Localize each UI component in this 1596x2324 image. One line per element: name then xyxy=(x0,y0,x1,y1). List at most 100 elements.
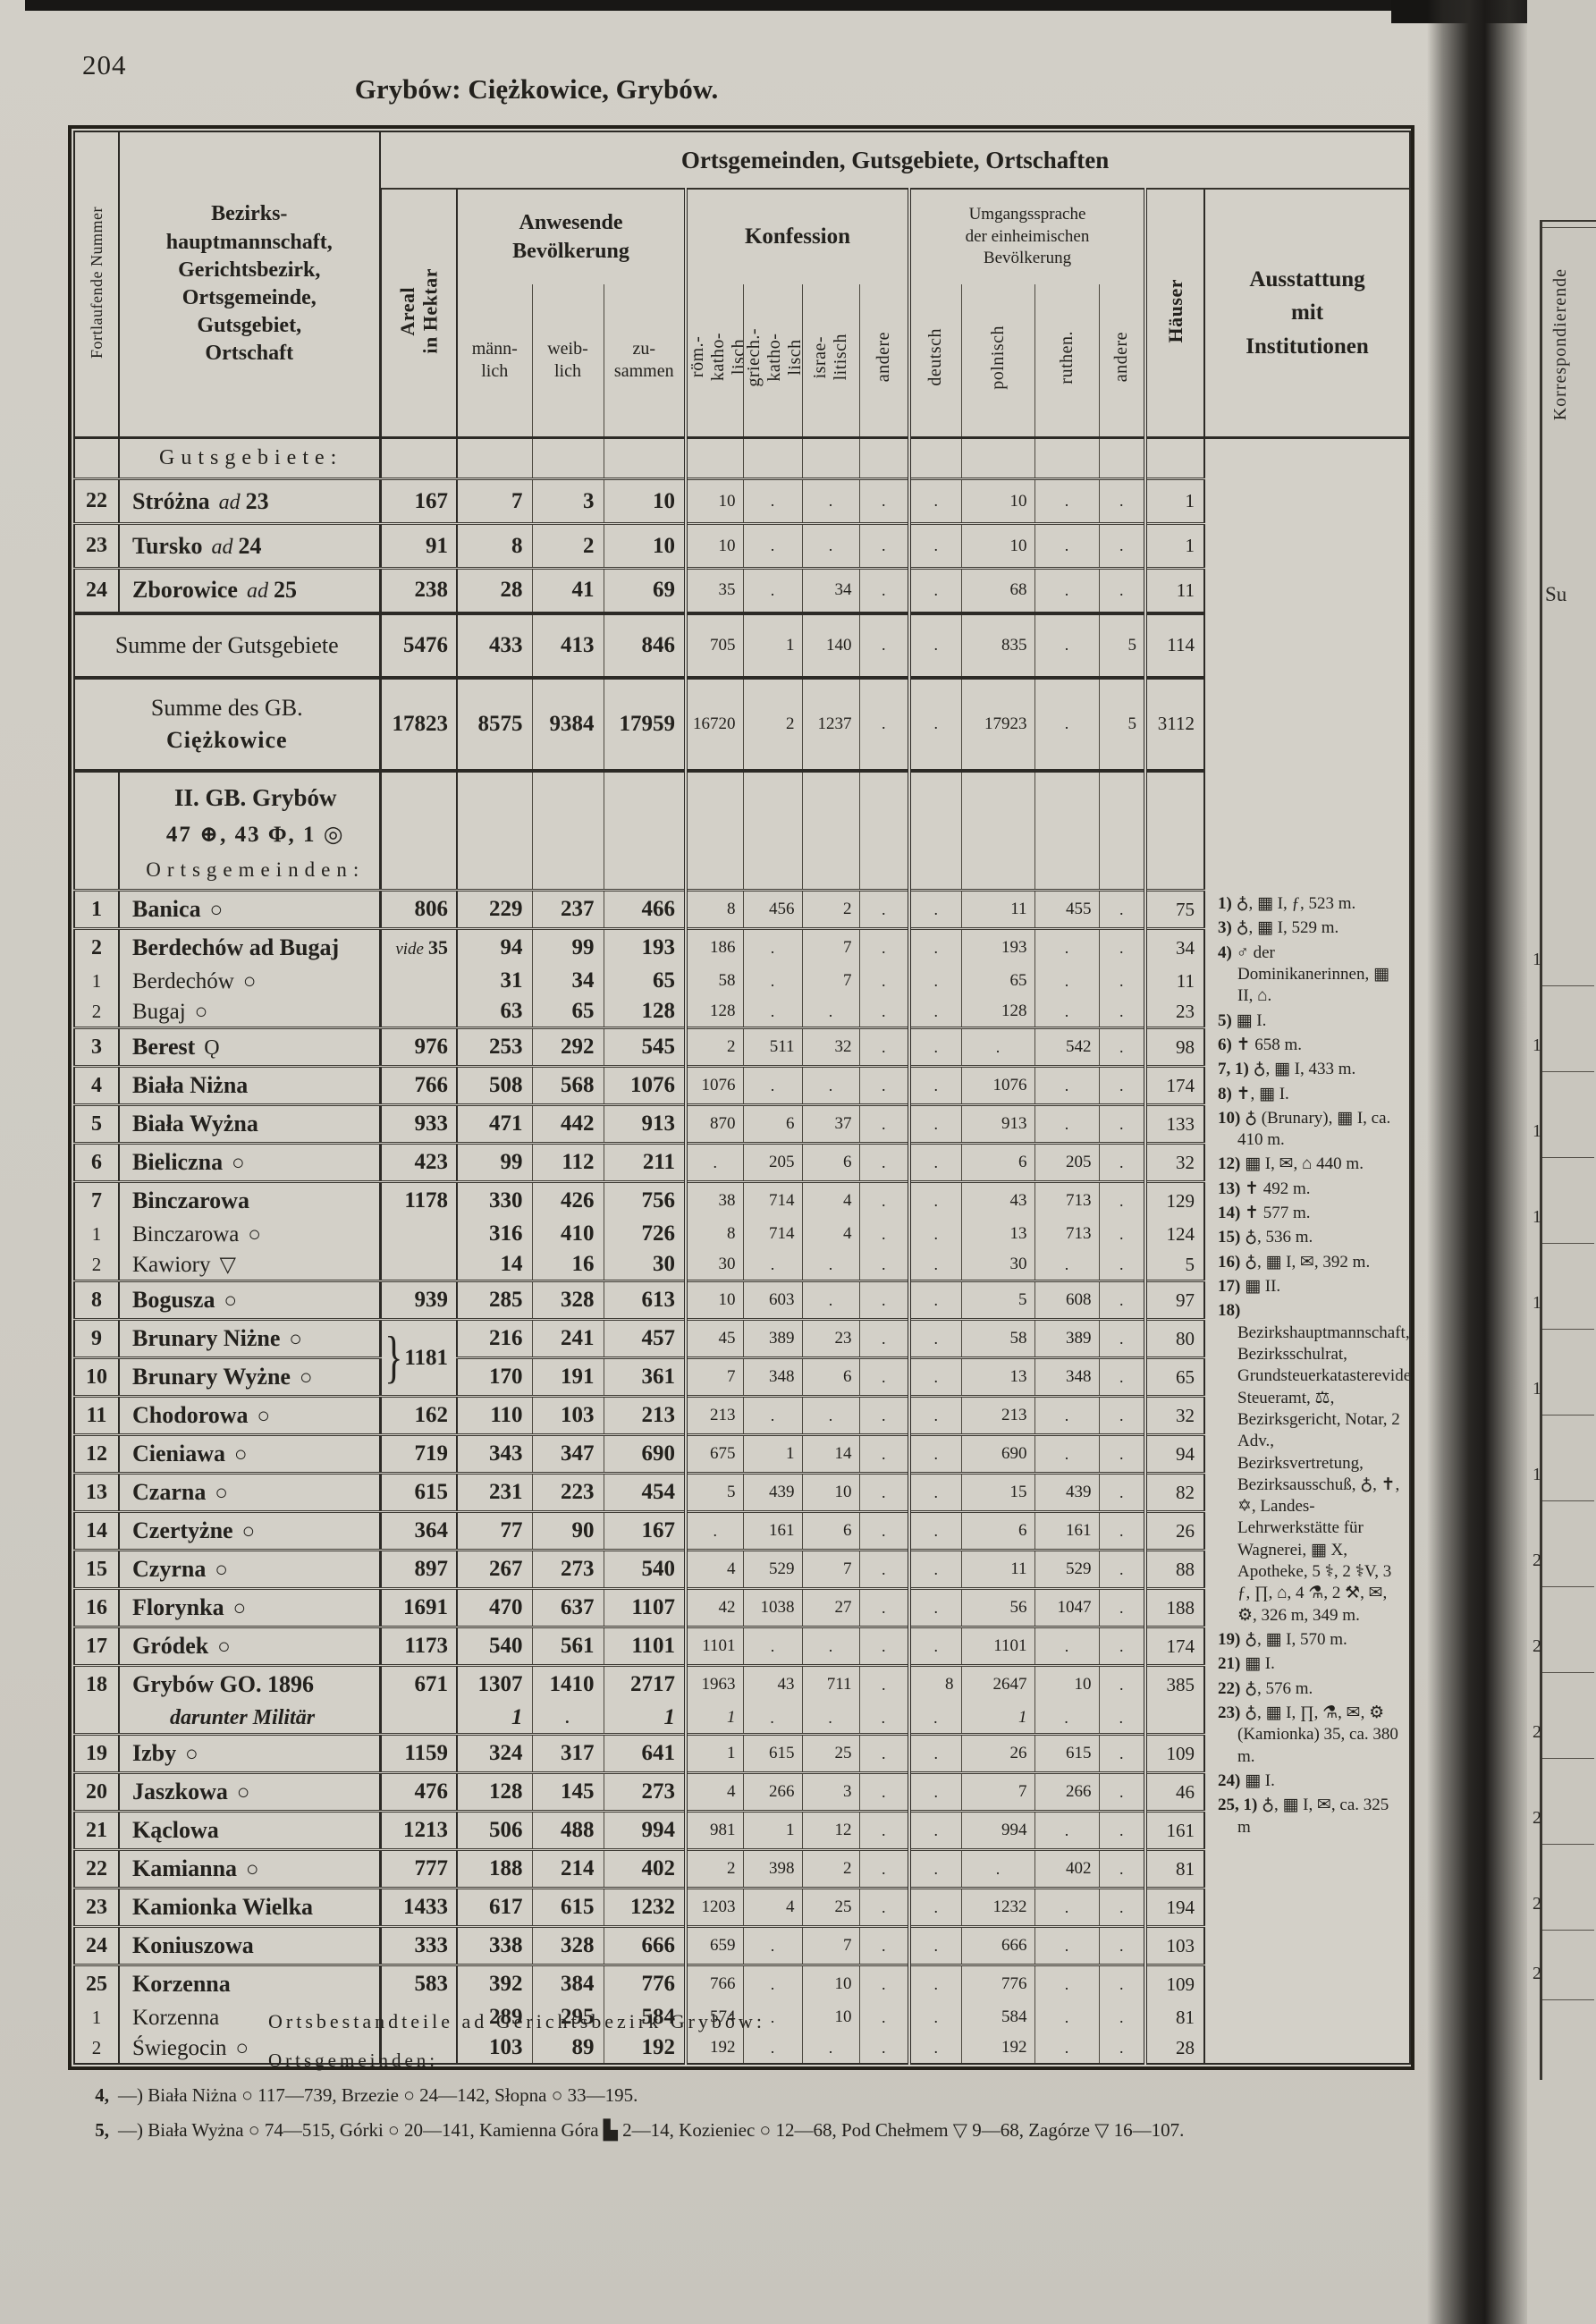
cell-value: 711 xyxy=(801,1664,859,1703)
cell-areal: 17823 xyxy=(378,675,457,771)
cell-value: 776 xyxy=(603,1964,686,2002)
cell-number: 17 xyxy=(74,1626,119,1666)
cell-value: 231 xyxy=(456,1472,532,1512)
cell-value: 11 xyxy=(960,889,1034,929)
table-row: 24 Zborowice ad 25 238 28 41 69 35. 34.. 68.. 11 xyxy=(74,567,1410,613)
footnote: 4) ♂ der Dominikanerinnen, ▦ II, ⌂. xyxy=(1218,942,1389,1006)
place-name: Cieniawa xyxy=(132,1441,225,1466)
empty-cell xyxy=(1144,768,1204,891)
cell-value: 568 xyxy=(531,1065,604,1105)
footnote: 6) ✝ 658 m. xyxy=(1218,1035,1303,1054)
cell-houses: 94 xyxy=(1144,1433,1204,1474)
cell-value: 26 xyxy=(960,1733,1034,1773)
cell-value: 99 xyxy=(531,927,604,966)
cell-value: . xyxy=(1098,1587,1145,1627)
cell-value: 3 xyxy=(801,1771,859,1812)
facing-page-number-fragment: 1 xyxy=(1533,1035,1541,1055)
cell-value: 213 xyxy=(684,1395,743,1435)
footnote: 13) ✝ 492 m. xyxy=(1218,1179,1311,1198)
cell-value: 433 xyxy=(456,611,532,678)
cell-areal: 167 xyxy=(378,477,457,524)
cell-houses: 28 xyxy=(1144,2032,1204,2064)
place-name: Kamionka Wielka xyxy=(132,1894,314,1920)
cell-value: . xyxy=(1034,1810,1099,1850)
cell-value: . xyxy=(801,1280,859,1320)
cell-place-name: Zborowice ad 25 xyxy=(118,567,380,613)
place-symbol-icon: ○ xyxy=(215,1559,228,1582)
cell-value: . xyxy=(742,1249,802,1281)
cell-areal: 5476 xyxy=(378,611,457,678)
cell-areal: 766 xyxy=(378,1065,457,1105)
cell-value: 511 xyxy=(742,1027,802,1067)
cell-value: . xyxy=(1098,1395,1145,1435)
place-name: Gródek xyxy=(132,1633,209,1659)
cell-value: . xyxy=(1098,522,1145,569)
cell-value: 529 xyxy=(1034,1549,1099,1589)
cell-value: . xyxy=(742,2032,802,2064)
table-row: 1 Korzenna 289 295 584 574. 10.. 584.. 81 xyxy=(74,2002,1410,2032)
place-symbol-icon: ○ xyxy=(257,1405,271,1428)
cell-value: . xyxy=(801,996,859,1028)
footnote-number: 21) xyxy=(1218,1654,1246,1674)
cell-houses: 46 xyxy=(1144,1771,1204,1812)
cell-value: 6 xyxy=(960,1142,1034,1182)
cell-value: . xyxy=(858,1356,909,1397)
cell-houses: 174 xyxy=(1144,1626,1204,1666)
cell-value: 10 xyxy=(684,1280,743,1320)
table-row: 2 Bugaj ○ 63 65 128 128.... 128.. 23 xyxy=(74,996,1410,1028)
table-row: 15 Czyrna ○ 897 267 273 540 4 529 7.. 11 529. 88 xyxy=(74,1549,1410,1589)
cell-value: . xyxy=(908,1180,961,1219)
cell-value: . xyxy=(742,1703,802,1735)
cell-value: 34 xyxy=(801,567,859,613)
cell-value: . xyxy=(858,1249,909,1281)
cell-number: 2 xyxy=(91,1253,102,1275)
cell-value: 25 xyxy=(801,1733,859,1773)
facing-page-rule-fragment xyxy=(1542,1758,1594,1759)
cell-value: 343 xyxy=(456,1433,532,1474)
cell-number: 2 xyxy=(91,1000,102,1022)
cell-value: . xyxy=(960,1027,1034,1067)
cell-value: . xyxy=(858,1142,909,1182)
cell-value: . xyxy=(684,1142,743,1182)
cell-value: . xyxy=(908,2002,961,2032)
cell-houses: 34 xyxy=(1144,927,1204,966)
header-institutions: Ausstattung mit Institutionen xyxy=(1203,189,1411,439)
place-name: Świegocin xyxy=(132,2036,227,2060)
cell-value: 1 xyxy=(742,1810,802,1850)
cell-value: . xyxy=(908,1848,961,1889)
cell-value: 714 xyxy=(742,1180,802,1219)
cell-value: . xyxy=(908,2032,961,2064)
cell-place-name: Berest Ǫ xyxy=(118,1027,380,1067)
cell-value: . xyxy=(858,1219,909,1249)
sum-label: Summe der Gutsgebiete xyxy=(74,611,380,678)
footnote: 17) ▦ II. xyxy=(1218,1277,1281,1296)
cell-areal xyxy=(378,966,457,996)
cell-value: 2717 xyxy=(603,1664,686,1703)
cell-houses: 174 xyxy=(1144,1065,1204,1105)
cell-value: 68 xyxy=(960,567,1034,613)
cell-value: 37 xyxy=(801,1103,859,1144)
cell-value: . xyxy=(801,1703,859,1735)
cell-value: . xyxy=(858,1733,909,1773)
cell-value: 870 xyxy=(684,1103,743,1144)
facing-page-number-fragment: 1 xyxy=(1533,1293,1541,1313)
cell-value: 41 xyxy=(531,567,604,613)
cell-value: 205 xyxy=(742,1142,802,1182)
table-row: 2 Kawiory ▽ 14 16 30 30.... 30.. 5 xyxy=(74,1249,1410,1281)
cell-value: . xyxy=(858,889,909,929)
cell-areal: 1691 xyxy=(378,1587,457,1627)
cell-value: 488 xyxy=(531,1810,604,1850)
cell-value: . xyxy=(1098,1318,1145,1358)
sum-row: Summe des GB. Ciężkowice 17823 8575 9384 1795… xyxy=(74,675,1410,771)
cell-number: 16 xyxy=(74,1587,119,1627)
cell-value: 410 xyxy=(531,1219,604,1249)
cell-place-name: Gródek ○ xyxy=(118,1626,380,1666)
cell-value: 273 xyxy=(603,1771,686,1812)
cell-value: . xyxy=(908,1103,961,1144)
cell-houses: 97 xyxy=(1144,1280,1204,1320)
footnote-number: 4) xyxy=(1218,942,1237,962)
cell-value: 38 xyxy=(684,1180,743,1219)
header-female: weib- lich xyxy=(531,284,604,439)
areal-value: 1181 xyxy=(404,1345,448,1370)
place-name-particle: ad xyxy=(218,490,241,514)
